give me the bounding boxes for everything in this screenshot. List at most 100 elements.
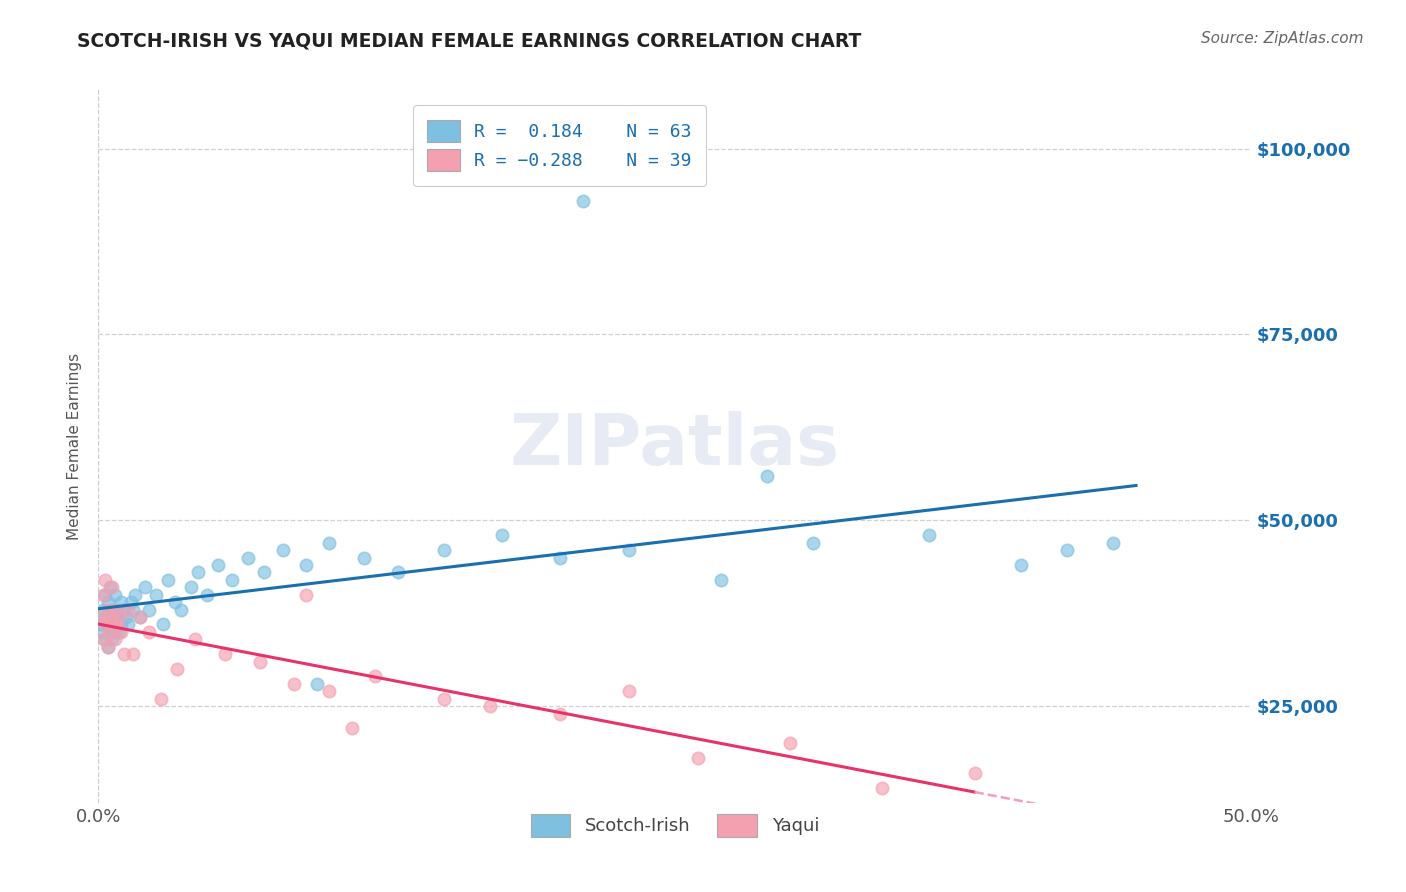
Point xyxy=(872,780,894,795)
Point xyxy=(101,632,124,647)
Point xyxy=(98,624,121,639)
Point xyxy=(271,543,294,558)
Point xyxy=(548,706,571,721)
Point xyxy=(318,684,340,698)
Point xyxy=(101,617,124,632)
Point xyxy=(283,677,305,691)
Point xyxy=(117,602,139,616)
Point xyxy=(97,595,120,609)
Point xyxy=(479,699,502,714)
Point xyxy=(318,535,340,549)
Point xyxy=(97,602,120,616)
Point xyxy=(1056,543,1078,558)
Point xyxy=(340,722,363,736)
Y-axis label: Median Female Earnings: Median Female Earnings xyxy=(66,352,82,540)
Point xyxy=(129,610,152,624)
Point xyxy=(779,736,801,750)
Point xyxy=(195,588,218,602)
Point xyxy=(710,573,733,587)
Point xyxy=(221,573,243,587)
Point xyxy=(98,624,121,639)
Point xyxy=(103,588,125,602)
Point xyxy=(187,566,209,580)
Point xyxy=(571,194,593,208)
Point xyxy=(149,691,172,706)
Point xyxy=(108,610,131,624)
Text: SCOTCH-IRISH VS YAQUI MEDIAN FEMALE EARNINGS CORRELATION CHART: SCOTCH-IRISH VS YAQUI MEDIAN FEMALE EARN… xyxy=(77,31,862,50)
Point xyxy=(115,610,138,624)
Point xyxy=(112,647,135,661)
Point xyxy=(112,602,135,616)
Point xyxy=(756,468,779,483)
Point xyxy=(122,647,145,661)
Point xyxy=(124,588,146,602)
Point xyxy=(433,543,456,558)
Point xyxy=(353,550,375,565)
Text: ZIPatlas: ZIPatlas xyxy=(510,411,839,481)
Point xyxy=(387,566,409,580)
Point xyxy=(138,602,160,616)
Point xyxy=(917,528,939,542)
Point xyxy=(108,610,131,624)
Point xyxy=(105,602,128,616)
Point xyxy=(1010,558,1032,572)
Point xyxy=(103,602,125,616)
Point xyxy=(163,595,186,609)
Point xyxy=(617,684,640,698)
Point xyxy=(90,617,112,632)
Point xyxy=(122,602,145,616)
Point xyxy=(101,617,124,632)
Point xyxy=(295,558,318,572)
Point xyxy=(180,580,202,594)
Point xyxy=(238,550,260,565)
Point xyxy=(94,617,117,632)
Point xyxy=(91,602,114,616)
Point xyxy=(152,617,174,632)
Point xyxy=(156,573,179,587)
Point xyxy=(94,610,117,624)
Point xyxy=(101,602,124,616)
Point xyxy=(491,528,513,542)
Point xyxy=(214,647,236,661)
Point xyxy=(98,580,121,594)
Text: Source: ZipAtlas.com: Source: ZipAtlas.com xyxy=(1201,31,1364,46)
Point xyxy=(97,617,120,632)
Point xyxy=(110,617,132,632)
Point xyxy=(120,595,142,609)
Legend: Scotch-Irish, Yaqui: Scotch-Irish, Yaqui xyxy=(523,807,827,844)
Point xyxy=(91,624,114,639)
Point xyxy=(686,751,709,765)
Point xyxy=(307,677,329,691)
Point xyxy=(138,624,160,639)
Point xyxy=(98,610,121,624)
Point xyxy=(170,602,193,616)
Point xyxy=(103,610,125,624)
Point xyxy=(101,580,124,594)
Point xyxy=(295,588,318,602)
Point xyxy=(94,573,117,587)
Point xyxy=(1102,535,1125,549)
Point xyxy=(253,566,276,580)
Point xyxy=(129,610,152,624)
Point xyxy=(134,580,156,594)
Point xyxy=(117,617,139,632)
Point xyxy=(91,588,114,602)
Point xyxy=(207,558,229,572)
Point xyxy=(91,632,114,647)
Point xyxy=(184,632,207,647)
Point xyxy=(103,632,125,647)
Point xyxy=(90,610,112,624)
Point xyxy=(98,610,121,624)
Point xyxy=(105,617,128,632)
Point xyxy=(166,662,188,676)
Point xyxy=(617,543,640,558)
Point xyxy=(249,655,271,669)
Point xyxy=(110,595,132,609)
Point xyxy=(94,632,117,647)
Point xyxy=(433,691,456,706)
Point xyxy=(801,535,824,549)
Point xyxy=(97,640,120,654)
Point xyxy=(364,669,387,683)
Point xyxy=(145,588,167,602)
Point xyxy=(105,617,128,632)
